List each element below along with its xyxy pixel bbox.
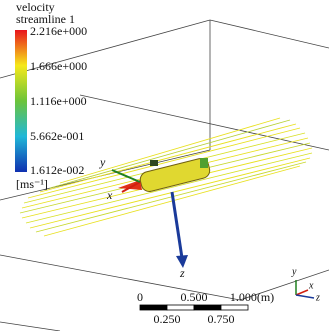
legend-units: [ms⁻¹] [16,177,48,191]
scale-label: 0 [137,290,143,304]
triad-label-x: x [308,280,314,291]
legend-label: 5.662e-001 [30,129,84,143]
legend-label: 1.612e-002 [30,163,84,177]
page: y x z velocity streamline 1 2.216e+000 1… [0,0,329,331]
scale-bar [140,305,248,310]
axis-label-x: x [106,188,113,202]
legend-label: 2.216e+000 [30,24,87,38]
scale-label: 0.250 [154,312,181,326]
triad-label-z: z [315,292,320,303]
model [118,157,211,193]
axis-label-z: z [179,266,185,280]
legend-label: 1.666e+000 [30,59,87,73]
color-bar [15,30,27,172]
scale-label: 0.750 [208,312,235,326]
axis-label-y: y [99,155,106,169]
scale-label: 0.500 [181,290,208,304]
viewport: y x z velocity streamline 1 2.216e+000 1… [0,0,329,331]
legend-label: 1.116e+000 [30,94,87,108]
triad-label-y: y [291,266,297,277]
scale-label: 1.000(m) [230,290,274,304]
